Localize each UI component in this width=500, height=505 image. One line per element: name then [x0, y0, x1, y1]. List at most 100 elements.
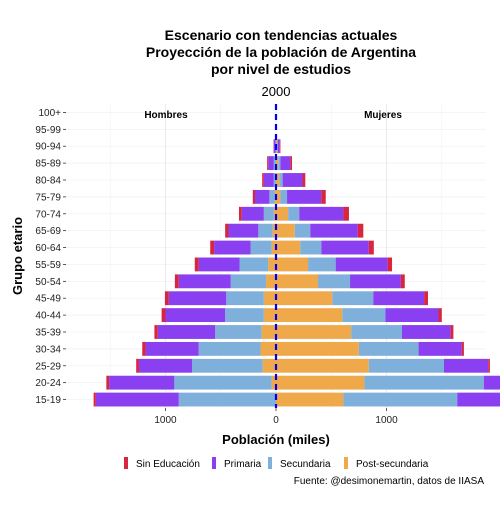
bar-male-post-secundaria-25-29 [263, 359, 276, 373]
bar-female-post-secundaria-55-59 [276, 258, 308, 272]
x-tick-label: 1000 [154, 415, 177, 426]
chart-title-line-1: Escenario con tendencias actuales [165, 27, 398, 43]
bar-female-secundaria-45-49 [332, 291, 373, 305]
bar-female-sin-educaci-n-30-34 [462, 342, 464, 356]
y-tick-label: 60-64 [35, 243, 61, 254]
y-tick-label: 35-39 [35, 328, 61, 339]
y-tick-label: 45-49 [35, 294, 61, 305]
bar-male-sin-educaci-n-40-44 [162, 308, 166, 322]
legend-swatch [344, 457, 348, 469]
bar-male-secundaria-75-79 [269, 190, 275, 204]
y-tick-label: 40-44 [35, 311, 61, 322]
bar-male-secundaria-20-24 [174, 376, 271, 390]
bar-female-primaria-45-49 [373, 291, 424, 305]
bar-female-post-secundaria-30-34 [276, 342, 359, 356]
bar-female-sin-educaci-n-80-84 [303, 173, 306, 187]
bar-male-primaria-25-29 [139, 359, 192, 373]
bar-male-primaria-15-19 [96, 393, 179, 407]
bar-female-sin-educaci-n-45-49 [424, 291, 428, 305]
bar-female-primaria-30-34 [419, 342, 462, 356]
bar-female-primaria-55-59 [336, 258, 388, 272]
bar-male-sin-educaci-n-75-79 [253, 190, 255, 204]
bar-female-primaria-80-84 [283, 173, 303, 187]
bar-male-post-secundaria-45-49 [264, 291, 276, 305]
bar-male-sin-educaci-n-65-69 [225, 224, 228, 238]
bar-male-primaria-80-84 [264, 173, 274, 187]
y-tick-label: 55-59 [35, 260, 61, 271]
bar-female-sin-educaci-n-90-94 [280, 139, 281, 153]
bar-male-sin-educaci-n-30-34 [142, 342, 145, 356]
bar-male-sin-educaci-n-60-64 [210, 241, 214, 255]
bar-male-primaria-60-64 [214, 241, 250, 255]
bar-female-post-secundaria-70-74 [276, 207, 288, 221]
bar-male-post-secundaria-55-59 [268, 258, 276, 272]
y-tick-label: 70-74 [35, 209, 61, 220]
x-axis-label: Población (miles) [222, 432, 330, 447]
bar-female-post-secundaria-60-64 [276, 241, 300, 255]
bar-female-secundaria-30-34 [359, 342, 419, 356]
bar-male-primaria-30-34 [146, 342, 199, 356]
bar-male-secundaria-70-74 [264, 207, 274, 221]
y-tick-label: 15-19 [35, 395, 61, 406]
bar-male-secundaria-45-49 [226, 291, 264, 305]
legend-label: Secundaria [280, 459, 331, 470]
bar-male-primaria-40-44 [165, 308, 225, 322]
bar-male-secundaria-55-59 [240, 258, 269, 272]
bar-male-secundaria-60-64 [251, 241, 272, 255]
y-tick-label: 75-79 [35, 192, 61, 203]
bar-male-post-secundaria-35-39 [262, 325, 276, 339]
chart-title-line-3: por nivel de estudios [211, 61, 351, 77]
bar-female-post-secundaria-40-44 [276, 308, 342, 322]
bar-female-secundaria-75-79 [280, 190, 287, 204]
bar-male-secundaria-50-54 [231, 274, 266, 288]
chart-subtitle: 2000 [262, 84, 291, 99]
bar-male-secundaria-40-44 [225, 308, 264, 322]
bar-female-primaria-20-24 [484, 376, 500, 390]
bar-male-secundaria-35-39 [215, 325, 261, 339]
bar-male-primaria-85-89 [268, 156, 274, 170]
bar-female-primaria-65-69 [310, 224, 358, 238]
chart-caption: Fuente: @desimonemartin, datos de IIASA [294, 476, 485, 487]
bar-male-primaria-70-74 [242, 207, 264, 221]
bar-female-sin-educaci-n-65-69 [358, 224, 364, 238]
bar-male-sin-educaci-n-25-29 [136, 359, 139, 373]
x-tick-label: 0 [273, 415, 279, 426]
bar-male-secundaria-65-69 [258, 224, 272, 238]
bar-male-sin-educaci-n-50-54 [175, 274, 179, 288]
bar-male-primaria-20-24 [109, 376, 174, 390]
legend-label: Sin Educación [136, 459, 200, 470]
bar-female-primaria-90-94 [278, 139, 280, 153]
y-tick-label: 80-84 [35, 176, 61, 187]
bar-female-sin-educaci-n-60-64 [369, 241, 374, 255]
bar-female-primaria-35-39 [402, 325, 451, 339]
bar-female-secundaria-40-44 [342, 308, 385, 322]
bar-female-secundaria-80-84 [279, 173, 282, 187]
y-axis-label: Grupo etario [10, 217, 25, 295]
bar-male-sin-educaci-n-35-39 [154, 325, 157, 339]
bar-female-post-secundaria-50-54 [276, 274, 318, 288]
bar-female-secundaria-90-94 [277, 139, 278, 153]
bar-female-secundaria-25-29 [369, 359, 444, 373]
y-tick-label: 85-89 [35, 159, 61, 170]
y-tick-label: 20-24 [35, 378, 61, 389]
bar-male-primaria-35-39 [158, 325, 215, 339]
bar-male-secundaria-30-34 [199, 342, 261, 356]
bar-female-post-secundaria-25-29 [276, 359, 369, 373]
bar-female-post-secundaria-20-24 [276, 376, 364, 390]
bar-male-sin-educaci-n-20-24 [106, 376, 109, 390]
bar-female-sin-educaci-n-55-59 [388, 258, 392, 272]
bar-female-post-secundaria-65-69 [276, 224, 295, 238]
legend-swatch [268, 457, 272, 469]
bar-male-sin-educaci-n-15-19 [94, 393, 96, 407]
y-tick-label: 30-34 [35, 344, 61, 355]
bar-female-sin-educaci-n-70-74 [343, 207, 349, 221]
bar-female-sin-educaci-n-75-79 [321, 190, 325, 204]
bar-male-sin-educaci-n-70-74 [239, 207, 242, 221]
x-tick-label: 1000 [375, 415, 398, 426]
bar-male-post-secundaria-30-34 [261, 342, 276, 356]
side-label-left: Hombres [144, 110, 188, 121]
legend-swatch [124, 457, 128, 469]
